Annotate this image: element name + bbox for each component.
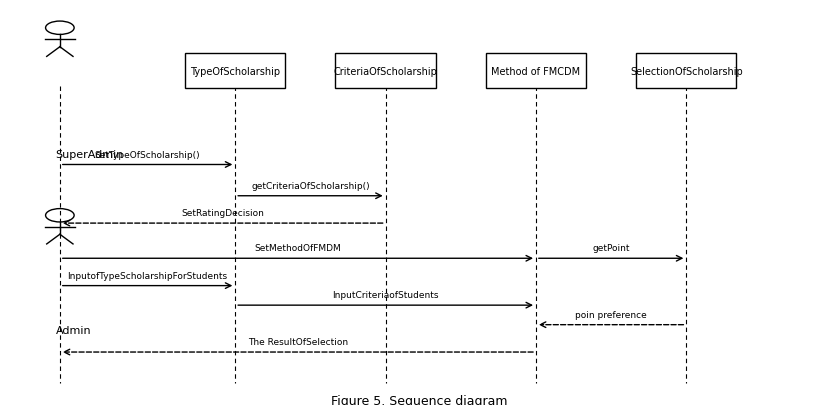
Text: poin preference: poin preference xyxy=(575,310,647,319)
Text: SelectionOfScholarship: SelectionOfScholarship xyxy=(630,66,742,77)
Text: InputCriteriaofStudents: InputCriteriaofStudents xyxy=(333,290,439,300)
Text: SetRatingDecision: SetRatingDecision xyxy=(181,209,264,218)
FancyBboxPatch shape xyxy=(335,54,436,89)
Text: Admin: Admin xyxy=(55,325,91,335)
Text: InputofTypeScholarshipForStudents: InputofTypeScholarshipForStudents xyxy=(68,271,228,280)
Text: SetMethodOfFMDM: SetMethodOfFMDM xyxy=(255,244,341,253)
Text: CriteriaOfScholarship: CriteriaOfScholarship xyxy=(334,66,437,77)
Text: TypeOfScholarship: TypeOfScholarship xyxy=(190,66,281,77)
Text: SuperAdmin: SuperAdmin xyxy=(55,149,124,160)
FancyBboxPatch shape xyxy=(636,54,737,89)
Text: getCriteriaOfScholarship(): getCriteriaOfScholarship() xyxy=(251,181,370,190)
Text: The ResultOfSelection: The ResultOfSelection xyxy=(248,337,348,346)
Text: Method of FMCDM: Method of FMCDM xyxy=(491,66,581,77)
FancyBboxPatch shape xyxy=(185,54,286,89)
Text: getPoint: getPoint xyxy=(592,244,630,253)
FancyBboxPatch shape xyxy=(486,54,586,89)
Text: Figure 5. Sequence diagram: Figure 5. Sequence diagram xyxy=(331,394,507,405)
Text: SetTypeOfScholarship(): SetTypeOfScholarship() xyxy=(95,150,200,159)
